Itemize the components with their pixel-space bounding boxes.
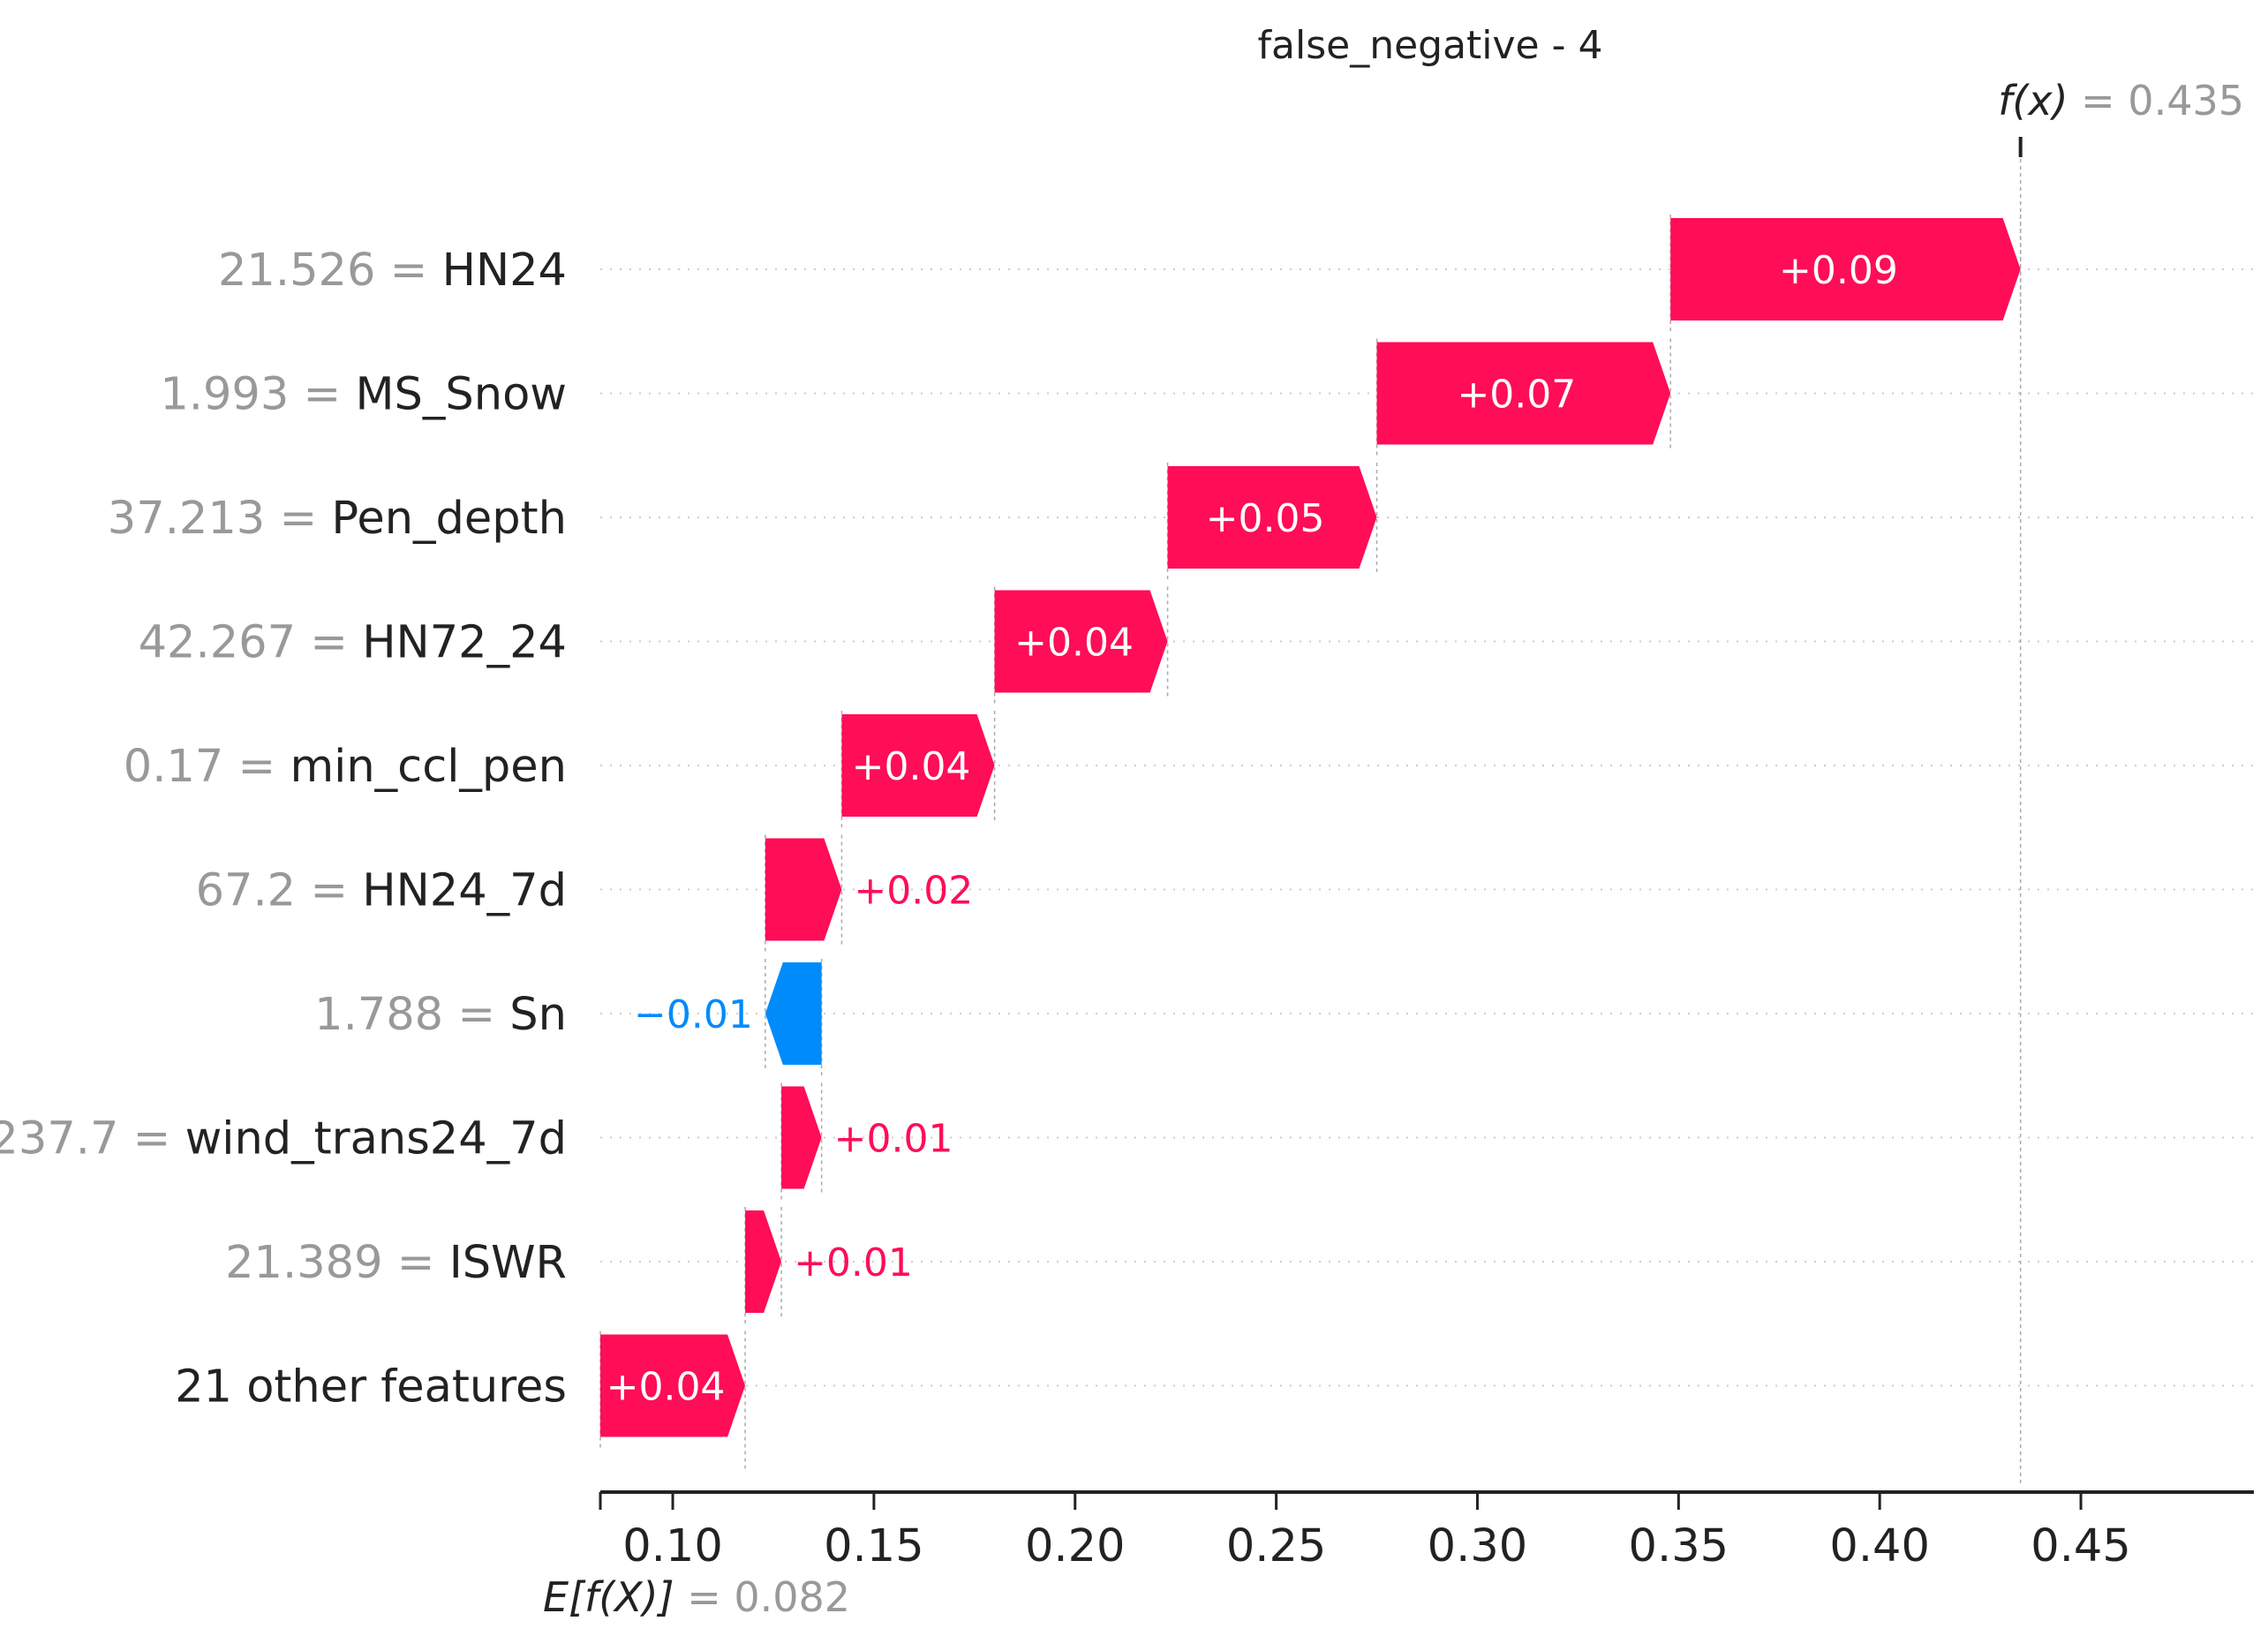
feature-label: 1.788 = Sn — [314, 989, 567, 1041]
feature-label: 0.17 = min_ccl_pen — [124, 741, 567, 793]
bar-value-label: +0.01 — [834, 1117, 953, 1162]
feature-label: 67.2 = HN24_7d — [196, 865, 567, 917]
feature-value: 37.213 = — [108, 493, 332, 545]
base-expr: E[f(X)] — [543, 1573, 687, 1621]
bar — [1670, 218, 2021, 320]
bar — [781, 1086, 822, 1189]
feature-label: 21.389 = ISWR — [225, 1237, 567, 1289]
feature-value: 42.267 = — [139, 617, 363, 669]
feature-name: MS_Snow — [356, 369, 568, 421]
feature-name: Pen_depth — [331, 493, 567, 545]
x-tick-label: 0.25 — [1226, 1520, 1327, 1572]
feature-label: 21 other features — [175, 1361, 567, 1414]
bar-value-label: +0.01 — [794, 1240, 913, 1285]
x-axis: 0.10 0.15 0.20 0.25 0.30 0.35 0.40 0.45 — [599, 137, 2254, 1572]
feature-name: HN72_24 — [362, 617, 567, 669]
annotations: f(x) = 0.435 E[f(X)] = 0.082 — [543, 77, 2244, 1621]
feature-label: 1.993 = MS_Snow — [160, 369, 567, 421]
bar-value-label: −0.01 — [634, 992, 753, 1037]
base-value-label: E[f(X)] = 0.082 — [543, 1573, 850, 1621]
feature-value: 0.17 = — [124, 741, 290, 793]
bar — [1167, 466, 1377, 569]
feature-name: 21 other features — [175, 1361, 567, 1414]
bar-value-label: +0.02 — [854, 869, 973, 914]
feature-label: 37.213 = Pen_depth — [108, 493, 567, 545]
x-tick-label: 0.40 — [1829, 1520, 1930, 1572]
bar-value-label: +0.04 — [607, 1365, 726, 1410]
feature-name: HN24_7d — [362, 865, 567, 917]
x-tick-label: 0.20 — [1025, 1520, 1126, 1572]
bar-value-label: +0.09 — [1779, 248, 1898, 293]
feature-value: 21.526 = — [218, 245, 442, 297]
bar-value-label: +0.04 — [1014, 621, 1134, 666]
feature-label: 237.7 = wind_trans24_7d — [0, 1113, 567, 1165]
feature-name: min_ccl_pen — [290, 741, 568, 793]
bar — [765, 962, 822, 1065]
feature-value: 67.2 = — [196, 865, 363, 917]
bar — [841, 714, 995, 817]
bars — [600, 218, 2021, 1437]
x-tick-label: 0.35 — [1629, 1520, 1729, 1572]
feature-value: 21.389 = — [225, 1237, 449, 1289]
chart-title: false_negative - 4 — [1258, 23, 1603, 68]
x-tick-label: 0.15 — [824, 1520, 924, 1572]
bar — [600, 1334, 746, 1437]
base-eq: = 0.082 — [687, 1573, 850, 1621]
bar-value-label: +0.05 — [1206, 496, 1325, 541]
x-tick-label: 0.45 — [2031, 1520, 2131, 1572]
bar-value-label: +0.07 — [1457, 373, 1576, 418]
x-tick-label: 0.10 — [622, 1520, 723, 1572]
feature-name: HN24 — [442, 245, 567, 297]
output-value-label: f(x) = 0.435 — [1998, 77, 2244, 124]
bar-value-label: +0.04 — [852, 744, 971, 789]
bar — [745, 1210, 782, 1313]
feature-labels: 21.526 = HN24 +0.09 1.993 = MS_Snow +0.07 37… — [0, 245, 1898, 1414]
feature-label: 21.526 = HN24 — [218, 245, 567, 297]
output-eq: = 0.435 — [2081, 77, 2244, 124]
feature-name: Sn — [509, 989, 567, 1041]
x-tick-label: 0.30 — [1428, 1520, 1528, 1572]
feature-name: ISWR — [449, 1237, 567, 1289]
output-expr: f(x) — [1998, 77, 2081, 124]
feature-name: wind_trans24_7d — [185, 1113, 567, 1165]
feature-value: 237.7 = — [0, 1113, 185, 1165]
bar — [994, 590, 1168, 693]
bar — [765, 838, 842, 941]
feature-value: 1.788 = — [314, 989, 509, 1041]
feature-label: 42.267 = HN72_24 — [139, 617, 567, 669]
feature-value: 1.993 = — [160, 369, 355, 421]
bar — [1376, 342, 1671, 445]
